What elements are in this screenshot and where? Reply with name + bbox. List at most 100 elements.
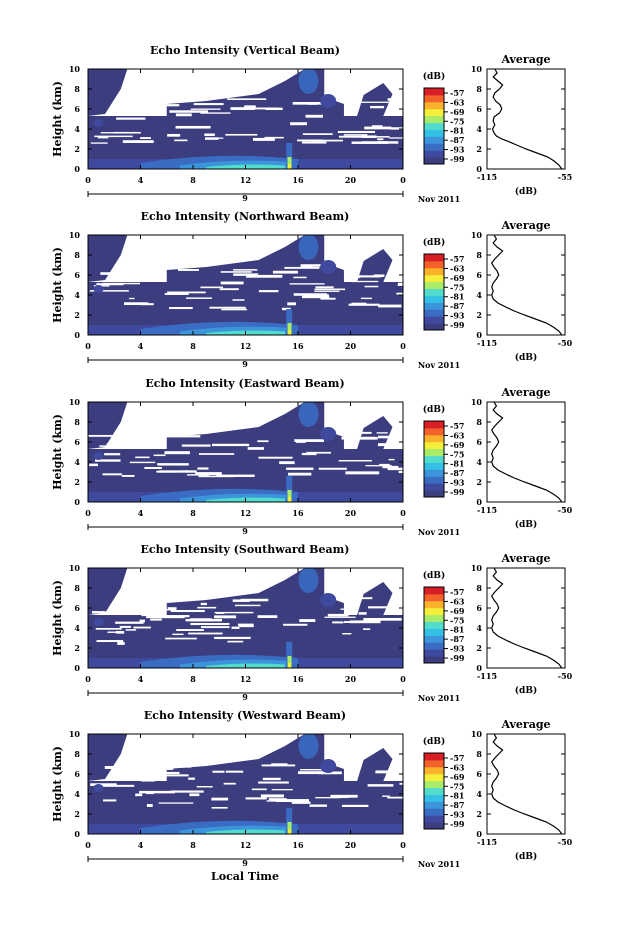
colorbar-swatch (424, 656, 444, 664)
profile-line (490, 733, 563, 835)
echo-gap (153, 454, 166, 457)
profile-frame (486, 68, 566, 170)
colorbar-tick-label: -63 (450, 430, 465, 440)
echo-gap (158, 802, 194, 804)
date-axis-label: 9 (242, 359, 248, 369)
echo-gap (390, 127, 403, 130)
x-tick-label: 20 (345, 175, 357, 185)
colorbar-swatch (424, 822, 444, 830)
echo-evening-block (357, 249, 393, 282)
colorbar-swatch (424, 766, 444, 775)
echo-gap (200, 286, 224, 289)
echo-gap (364, 126, 392, 130)
echo-gap (129, 461, 156, 464)
convective-core (287, 822, 292, 834)
echo-morning-patch (93, 784, 104, 792)
echo-mid-layer (88, 116, 403, 138)
echo-morning-block (88, 235, 128, 282)
echo-gap (350, 280, 379, 283)
echo-gap (200, 112, 231, 114)
profile-x-label: (dB) (515, 685, 537, 696)
echo-gap (110, 111, 124, 114)
echo-mid-layer (88, 781, 403, 803)
echo-gap (337, 130, 376, 134)
convective-column (286, 642, 293, 668)
colorbar-tick-label: -75 (450, 282, 464, 292)
echo-gap (342, 633, 352, 635)
convective-peak (288, 497, 292, 502)
echo-gap (232, 299, 245, 301)
echo-gap (300, 264, 336, 267)
profile-x-tick-label: -115 (477, 837, 497, 847)
colorbar-swatch (424, 462, 444, 470)
echo-gap (153, 774, 189, 777)
echo-gap (193, 103, 224, 106)
echo-gap (315, 796, 340, 799)
x-tick-label: 20 (345, 674, 357, 684)
colorbar-tick-label: -81 (450, 791, 464, 801)
echo-gap (119, 625, 131, 628)
date-label: Nov 2011 (418, 693, 460, 703)
echo-gap (204, 133, 215, 136)
echo-cloud-edge (320, 94, 337, 108)
colorbar-tick-label: -57 (450, 421, 464, 431)
echo-gap (387, 467, 403, 471)
profile-x-tick-label: -115 (477, 172, 497, 182)
echo-gap (197, 606, 217, 609)
echo-gap (88, 434, 114, 437)
colorbar-swatch (424, 434, 444, 443)
panel-title: Echo Intensity (Northward Beam) (141, 210, 350, 223)
convective-column (286, 309, 293, 335)
echo-gap (102, 282, 141, 285)
y-tick-label: 2 (74, 809, 80, 819)
echo-gap (364, 285, 379, 288)
profile-title: Average (500, 53, 550, 66)
convective-column (286, 143, 293, 169)
echo-gap (190, 108, 221, 110)
profile-y-tick-label: 8 (476, 417, 482, 427)
colorbar-swatch (424, 260, 444, 269)
profile-title: Average (500, 219, 550, 232)
colorbar-tick-label: -63 (450, 263, 465, 273)
colorbar-swatch (424, 274, 444, 283)
echo-gap (362, 628, 371, 631)
echo-gap (290, 122, 307, 126)
colorbar-label: (dB) (423, 404, 445, 415)
echo-gap (291, 801, 311, 804)
echo-gap (116, 117, 146, 120)
echo-gap (301, 452, 317, 456)
echo-gap (214, 611, 254, 614)
echo-cloud-core (298, 235, 319, 260)
profile-y-tick-label: 8 (476, 84, 482, 94)
convective-core (287, 656, 292, 668)
colorbar-swatch (424, 607, 444, 616)
echo-gap (338, 459, 372, 462)
echo-gap (174, 139, 188, 142)
echo-gap (146, 804, 153, 808)
y-tick-label: 2 (74, 643, 80, 653)
colorbar-tick-label: -99 (450, 154, 465, 164)
echo-gap (172, 633, 184, 636)
colorbar-tick-label: -57 (450, 587, 464, 597)
colorbar-tick-label: -87 (450, 468, 464, 478)
echo-gap (187, 474, 210, 476)
echo-gap (197, 467, 209, 470)
date-axis-label: 9 (242, 193, 248, 203)
echo-gap (293, 276, 307, 279)
echo-gap (237, 623, 254, 626)
echo-gap (146, 792, 154, 795)
profile-y-tick-label: 6 (476, 437, 482, 447)
y-tick-label: 10 (69, 230, 81, 240)
echo-cloud-core (298, 734, 319, 759)
profile-y-tick-label: 4 (476, 457, 482, 467)
clear-region (122, 734, 285, 765)
date-label: Nov 2011 (418, 360, 460, 370)
panel-1: Echo Intensity (Northward Beam)0 4 8 12 16 20… (51, 210, 573, 370)
x-tick-label: 20 (345, 508, 357, 518)
echo-gap (393, 440, 403, 444)
colorbar-swatch (424, 773, 444, 782)
echo-gap (260, 794, 284, 798)
colorbar-swatch (424, 143, 444, 151)
echo-gap (219, 288, 239, 291)
echo-gap (361, 141, 399, 144)
